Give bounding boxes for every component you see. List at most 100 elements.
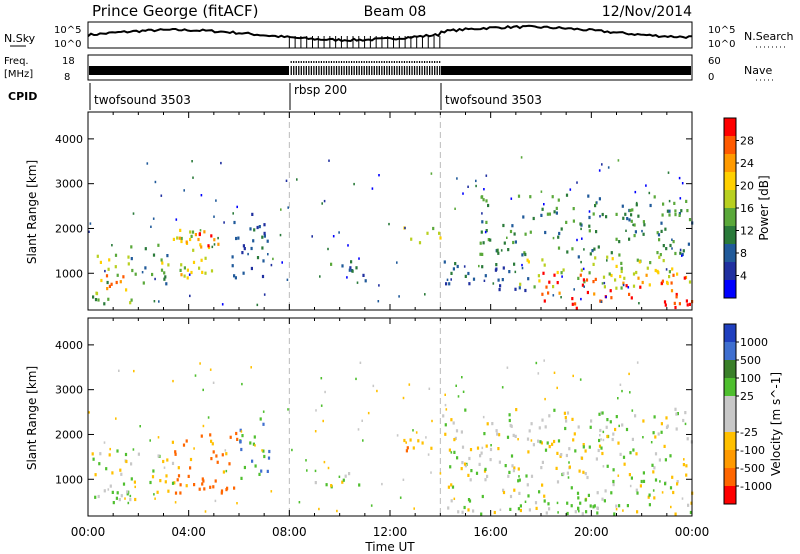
- range-cell: [582, 267, 585, 271]
- range-cell: [541, 483, 544, 487]
- range-cell: [480, 451, 483, 455]
- nave-dot: [413, 61, 416, 63]
- range-cell: [642, 479, 646, 483]
- range-cell: [514, 240, 517, 244]
- range-cell: [540, 466, 543, 470]
- range-cell: [660, 229, 663, 233]
- range-cell: [636, 510, 639, 514]
- range-cell: [628, 473, 631, 477]
- range-cell: [600, 300, 603, 303]
- range-cell: [262, 449, 265, 453]
- range-cell: [198, 487, 201, 491]
- range-cell: [674, 305, 677, 310]
- range-cell: [565, 419, 568, 423]
- range-cell: [263, 231, 266, 235]
- range-cell: [489, 238, 492, 242]
- range-cell: [105, 467, 108, 471]
- range-cell: [213, 215, 215, 218]
- range-cell: [199, 243, 202, 247]
- range-cell: [642, 436, 644, 439]
- range-cell: [410, 237, 413, 241]
- range-cell: [653, 195, 656, 199]
- range-cell: [555, 211, 558, 215]
- range-cell: [615, 504, 618, 508]
- freq-dot: [345, 66, 348, 75]
- range-cell: [450, 278, 452, 281]
- range-cell: [481, 446, 484, 450]
- nave-dot: [416, 61, 418, 63]
- range-cell: [617, 474, 620, 477]
- range-cell: [627, 286, 630, 289]
- range-cell: [279, 233, 282, 237]
- range-cell: [675, 292, 678, 297]
- range-cell: [653, 415, 656, 419]
- range-cell: [584, 449, 587, 453]
- range-cell: [154, 497, 156, 500]
- range-cell: [665, 268, 668, 271]
- range-cell: [630, 296, 633, 300]
- range-cell: [683, 276, 686, 280]
- range-cell: [323, 460, 326, 464]
- range-cell: [105, 274, 109, 278]
- range-cell: [548, 445, 551, 449]
- range-cell: [552, 236, 555, 240]
- range-cell: [610, 251, 613, 255]
- range-cell: [664, 482, 667, 486]
- range-cell: [517, 479, 520, 483]
- range-cell: [583, 280, 586, 284]
- range-cell: [508, 270, 511, 274]
- velocity-panel: 1000 2000 3000 4000 Slant Range [km] 1000 50…: [25, 317, 783, 517]
- range-cell: [608, 272, 611, 276]
- colorbar-swatch: [724, 486, 736, 505]
- range-cell: [357, 428, 360, 431]
- range-cell: [628, 372, 630, 376]
- nave-dot: [361, 61, 363, 63]
- range-cell: [620, 261, 623, 265]
- range-cell: [341, 264, 344, 268]
- freq-dot: [353, 66, 355, 75]
- range-cell: [622, 455, 626, 459]
- range-cell: [651, 463, 654, 467]
- range-cell: [681, 254, 683, 257]
- range-cell: [560, 453, 563, 457]
- range-cell: [649, 203, 652, 208]
- x-tick-label: 16:00: [473, 525, 508, 539]
- nave-dot: [366, 61, 368, 63]
- freq-dot: [366, 66, 368, 75]
- range-cell: [566, 511, 569, 516]
- range-cell: [603, 499, 606, 503]
- freq-dot: [313, 66, 315, 75]
- range-cell: [592, 280, 595, 284]
- range-cell: [228, 462, 231, 466]
- range-cell: [132, 212, 135, 215]
- range-cell: [463, 265, 466, 268]
- range-cell: [209, 485, 212, 489]
- range-cell: [594, 256, 597, 260]
- range-cell: [151, 272, 154, 277]
- range-cell: [258, 225, 261, 229]
- range-cell: [260, 469, 263, 473]
- range-cell: [524, 232, 527, 236]
- colorbar-tick-label: 20: [740, 180, 754, 193]
- range-cell: [118, 369, 120, 372]
- freq-band-segment-1: [89, 66, 289, 75]
- range-cell: [439, 236, 442, 240]
- nave-dot: [378, 61, 380, 63]
- range-cell: [658, 458, 661, 462]
- range-cell: [438, 231, 441, 235]
- range-cell: [679, 197, 682, 200]
- range-cell: [355, 266, 358, 270]
- range-cell: [239, 440, 242, 444]
- range-cell: [129, 301, 132, 305]
- nave-dot: [305, 61, 307, 63]
- range-cell: [156, 490, 159, 494]
- range-cell: [671, 475, 674, 479]
- range-cell: [570, 486, 573, 490]
- range-cell: [150, 225, 152, 228]
- range-cell: [193, 483, 196, 487]
- range-cell: [556, 451, 559, 455]
- range-cell: [590, 419, 593, 423]
- range-cell: [551, 442, 554, 446]
- range-cell: [152, 217, 155, 220]
- range-cell: [499, 508, 502, 511]
